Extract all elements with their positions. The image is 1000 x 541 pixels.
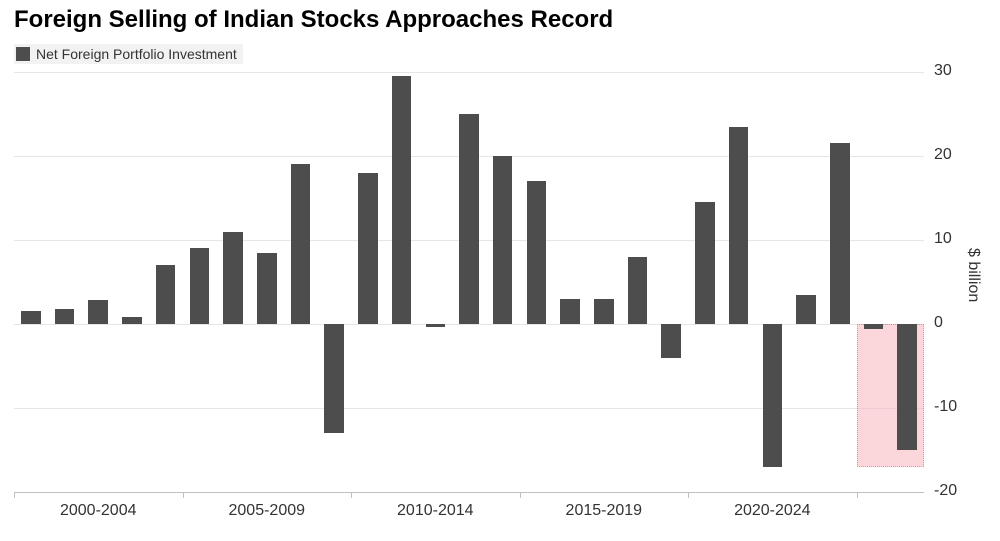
bar [324,324,344,433]
gridline [14,408,924,409]
gridline [14,324,924,325]
bar [763,324,783,467]
bar [392,76,412,324]
x-group-label: 2015-2019 [544,502,664,520]
bar [527,181,547,324]
x-tick [857,492,858,498]
legend: Net Foreign Portfolio Investment [14,44,243,64]
bar [55,309,75,324]
bar [729,127,749,324]
x-axis-line [14,492,924,493]
y-tick-label: 20 [934,146,952,164]
bar [459,114,479,324]
x-tick [351,492,352,498]
bar [426,324,446,327]
y-tick-label: -10 [934,398,957,416]
plot-area: -20-100102030$ billion2000-20042005-2009… [14,72,924,492]
bar [661,324,681,358]
y-axis-title: $ billion [964,248,982,302]
bar [358,173,378,324]
bar [257,253,277,324]
x-group-label: 2000-2004 [38,502,158,520]
bar [628,257,648,324]
legend-label: Net Foreign Portfolio Investment [36,46,237,62]
y-tick-label: 30 [934,62,952,80]
bar [594,299,614,324]
bar [291,164,311,324]
bar [493,156,513,324]
x-tick [520,492,521,498]
legend-swatch [16,47,30,61]
y-tick-label: 10 [934,230,952,248]
bar [190,248,210,324]
x-tick [14,492,15,498]
y-tick-label: 0 [934,314,943,332]
bar [796,295,816,324]
gridline [14,72,924,73]
bar [897,324,917,450]
y-tick-label: -20 [934,482,957,500]
bar [830,143,850,324]
bar [560,299,580,324]
x-tick [688,492,689,498]
bar [156,265,176,324]
x-group-label: 2005-2009 [207,502,327,520]
bar [122,317,142,324]
bar [695,202,715,324]
bar [21,311,41,324]
bar [864,324,884,329]
bar [223,232,243,324]
bar [88,300,108,324]
x-group-label: 2010-2014 [375,502,495,520]
x-tick [183,492,184,498]
x-group-label: 2020-2024 [712,502,832,520]
chart-title: Foreign Selling of Indian Stocks Approac… [14,6,613,34]
chart-plot: -20-100102030$ billion2000-20042005-2009… [14,72,924,492]
